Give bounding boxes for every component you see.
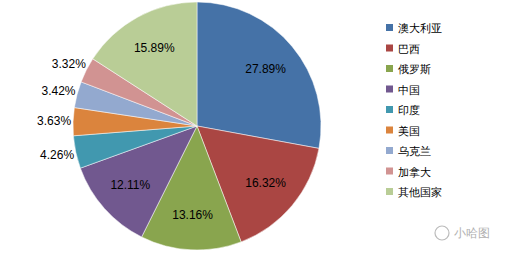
data-label: 3.32% — [52, 57, 86, 71]
legend-swatch — [386, 147, 393, 154]
data-label: 3.42% — [41, 84, 75, 98]
legend-swatch — [386, 106, 393, 113]
legend-swatch — [386, 168, 393, 175]
data-label: 27.89% — [245, 62, 286, 76]
legend-label: 中国 — [398, 84, 420, 96]
watermark-text: 小哈图 — [454, 226, 490, 240]
data-label: 13.16% — [172, 208, 213, 222]
legend-item: 加拿大 — [386, 166, 431, 178]
data-label: 12.11% — [110, 178, 150, 192]
legend-label: 印度 — [398, 104, 420, 116]
legend-item: 巴西 — [386, 43, 420, 55]
watermark: 小哈图 — [435, 226, 490, 240]
legend-swatch — [386, 188, 393, 195]
legend-item: 其他国家 — [386, 186, 442, 198]
data-label: 4.26% — [40, 148, 74, 162]
legend-swatch — [386, 45, 393, 52]
legend-item: 中国 — [386, 84, 420, 96]
data-label: 15.89% — [134, 41, 175, 55]
legend-swatch — [386, 24, 393, 31]
legend-item: 美国 — [386, 125, 420, 137]
legend-item: 乌克兰 — [386, 145, 431, 157]
data-label: 16.32% — [245, 176, 286, 190]
legend-item: 澳大利亚 — [386, 22, 442, 34]
legend-label: 加拿大 — [398, 166, 431, 178]
pie-slice — [93, 2, 197, 126]
legend-label: 俄罗斯 — [398, 63, 431, 75]
data-label: 3.63% — [37, 114, 71, 128]
legend-label: 其他国家 — [398, 186, 442, 198]
legend-swatch — [386, 65, 393, 72]
legend-label: 乌克兰 — [398, 145, 431, 157]
legend-swatch — [386, 127, 393, 134]
legend-swatch — [386, 86, 393, 93]
pie: 27.89% 16.32% 13.16% 12.11% 4.26% 3.63% 3.42% 3… — [37, 2, 321, 250]
legend-label: 巴西 — [398, 43, 420, 55]
pie-slice — [197, 2, 321, 148]
chart: 27.89% 16.32% 13.16% 12.11% 4.26% 3.63% 3.42% 3… — [0, 0, 507, 253]
legend-item: 印度 — [386, 104, 420, 116]
legend-item: 俄罗斯 — [386, 63, 431, 75]
watermark-icon — [435, 226, 449, 240]
legend: 澳大利亚巴西俄罗斯中国印度美国乌克兰加拿大其他国家 — [386, 22, 442, 198]
legend-label: 美国 — [398, 125, 420, 137]
legend-label: 澳大利亚 — [398, 22, 442, 34]
